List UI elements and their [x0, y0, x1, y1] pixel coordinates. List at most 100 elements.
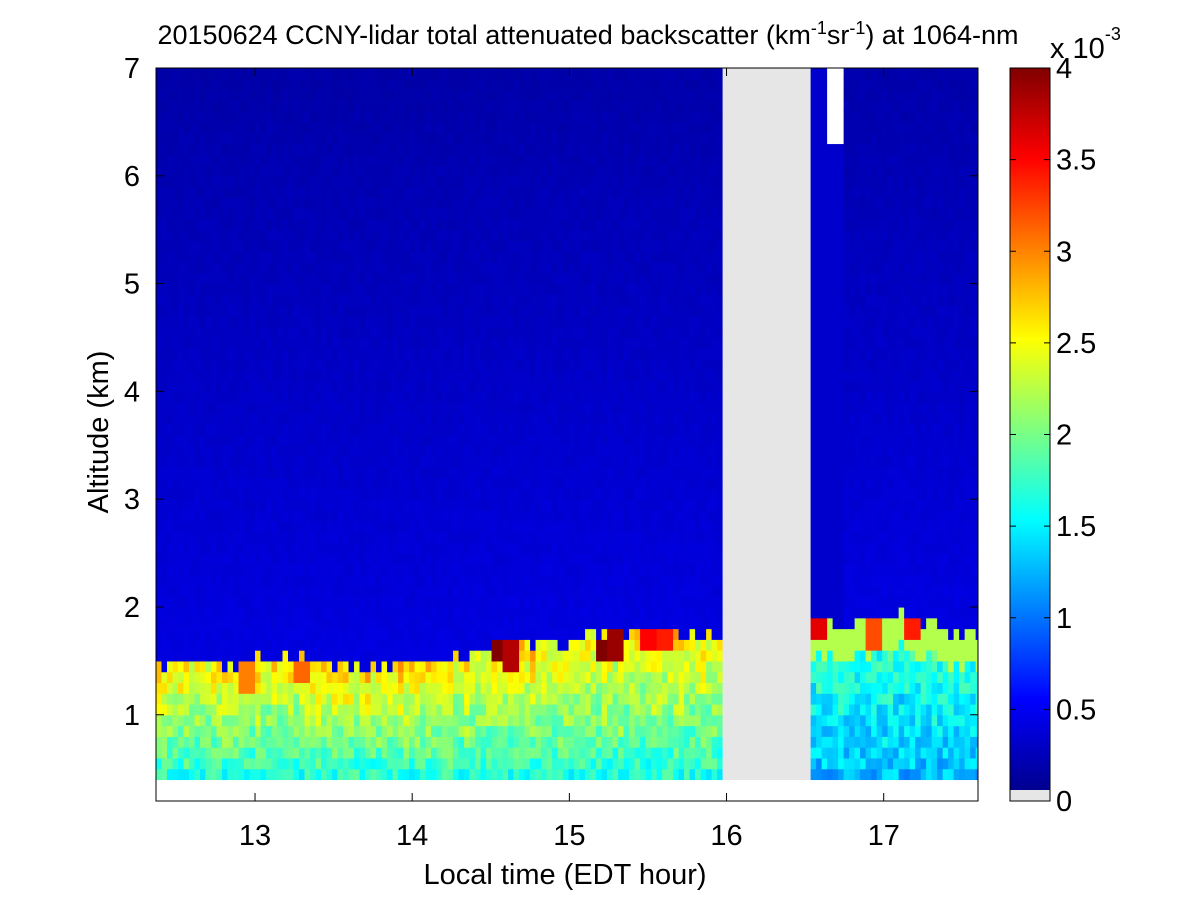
heatmap-cell: [425, 682, 432, 694]
heatmap-cell: [282, 197, 289, 209]
heatmap-cell: [508, 531, 515, 543]
heatmap-cell: [211, 240, 218, 252]
heatmap-cell: [315, 359, 322, 371]
heatmap-cell: [541, 337, 548, 349]
heatmap-cell: [381, 412, 388, 425]
heatmap-cell: [546, 585, 553, 597]
heatmap-cell: [200, 650, 207, 662]
heatmap-cell: [178, 294, 185, 306]
heatmap-cell: [260, 68, 267, 80]
heatmap-cell: [189, 100, 196, 112]
heatmap-cell: [541, 111, 548, 123]
heatmap-cell: [392, 714, 399, 727]
heatmap-cell: [282, 326, 289, 339]
heatmap-cell: [425, 434, 432, 446]
heatmap-cell: [211, 326, 218, 339]
heatmap-cell: [277, 757, 284, 770]
heatmap-cell: [519, 272, 526, 285]
heatmap-cell: [238, 262, 245, 274]
heatmap-cell: [552, 283, 559, 295]
heatmap-cell: [491, 520, 498, 533]
heatmap-cell: [271, 369, 278, 382]
heatmap-cell: [381, 445, 388, 457]
heatmap-cell: [282, 121, 289, 134]
heatmap-cell: [458, 682, 465, 694]
heatmap-cell: [387, 682, 394, 694]
heatmap-cell: [282, 283, 289, 295]
heatmap-cell: [464, 337, 471, 349]
heatmap-cell: [519, 78, 526, 91]
heatmap-cell: [271, 445, 278, 457]
heatmap-cell: [255, 736, 262, 748]
heatmap-cell: [387, 477, 394, 489]
heatmap-cell: [530, 111, 537, 123]
heatmap-cell: [244, 650, 251, 662]
heatmap-cell: [288, 111, 295, 123]
heatmap-cell: [524, 768, 531, 781]
heatmap-cell: [442, 703, 449, 716]
heatmap-cell: [475, 154, 482, 166]
heatmap-cell: [255, 445, 262, 457]
heatmap-cell: [447, 68, 454, 80]
heatmap-cell: [172, 456, 179, 468]
heatmap-cell: [387, 456, 394, 468]
heatmap-cell: [403, 553, 410, 565]
heatmap-cell: [370, 337, 377, 349]
heatmap-cell: [271, 294, 278, 306]
heatmap-cell: [431, 520, 438, 533]
heatmap-cell: [387, 391, 394, 403]
heatmap-cell: [315, 628, 322, 640]
heatmap-cell: [530, 143, 537, 155]
heatmap-cell: [425, 725, 432, 737]
heatmap-cell: [354, 650, 361, 662]
heatmap-cell: [469, 725, 476, 737]
heatmap-cell: [458, 488, 465, 500]
heatmap-cell: [227, 445, 234, 457]
heatmap-cell: [293, 628, 300, 640]
heatmap-cell: [244, 121, 251, 134]
heatmap-cell: [552, 218, 559, 231]
heatmap-cell: [442, 337, 449, 349]
heatmap-cell: [403, 747, 410, 759]
heatmap-cell: [304, 326, 311, 339]
heatmap-cell: [557, 380, 564, 392]
heatmap-cell: [480, 251, 487, 263]
heatmap-cell: [244, 757, 251, 770]
heatmap-cell: [431, 488, 438, 500]
heatmap-cell: [524, 456, 531, 468]
heatmap-cell: [211, 121, 218, 134]
heatmap-cell: [414, 585, 421, 597]
heatmap-cell: [365, 208, 372, 220]
heatmap-cell: [447, 456, 454, 468]
heatmap-cell: [244, 596, 251, 608]
heatmap-cell: [293, 283, 300, 295]
heatmap-cell: [398, 520, 405, 533]
heatmap-cell: [370, 369, 377, 382]
heatmap-cell: [332, 337, 339, 349]
heatmap-cell: [255, 520, 262, 533]
heatmap-cell: [183, 229, 190, 242]
heatmap-cell: [387, 488, 394, 500]
heatmap-cell: [200, 714, 207, 727]
heatmap-cell: [277, 402, 284, 414]
heatmap-cell: [431, 100, 438, 112]
heatmap-cell: [348, 251, 355, 263]
heatmap-cell: [359, 305, 366, 317]
heatmap-cell: [216, 78, 223, 91]
heatmap-cell: [486, 111, 493, 123]
heatmap-cell: [398, 154, 405, 166]
heatmap-cell: [249, 650, 256, 662]
heatmap-cell: [420, 563, 427, 576]
heatmap-cell: [403, 596, 410, 608]
heatmap-cell: [299, 186, 306, 198]
heatmap-cell: [304, 348, 311, 360]
heatmap-cell: [299, 218, 306, 231]
heatmap-cell: [447, 294, 454, 306]
heatmap-cell: [216, 262, 223, 274]
heatmap-cell: [233, 121, 240, 134]
heatmap-cell: [420, 111, 427, 123]
heatmap-cell: [233, 703, 240, 716]
heatmap-cell: [535, 326, 542, 339]
heatmap-cell: [557, 736, 564, 748]
heatmap-cell: [480, 68, 487, 80]
